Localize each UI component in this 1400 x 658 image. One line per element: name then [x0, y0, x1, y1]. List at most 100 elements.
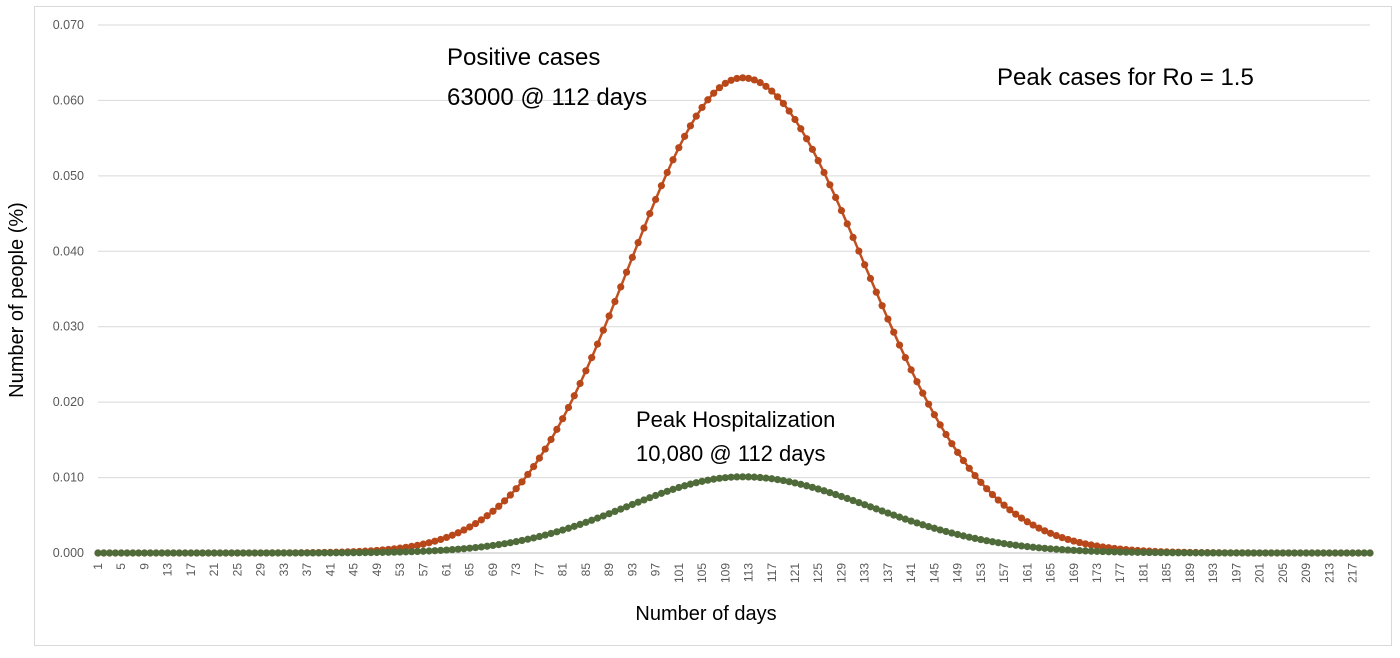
- data-point: [1064, 535, 1072, 544]
- data-point: [297, 549, 305, 557]
- data-point: [477, 516, 485, 524]
- data-point: [442, 546, 451, 554]
- data-point: [977, 478, 985, 486]
- data-point: [913, 519, 921, 527]
- data-point: [1023, 543, 1031, 551]
- data-point: [959, 532, 968, 540]
- data-point: [1261, 549, 1270, 557]
- data-point: [483, 542, 491, 550]
- series-layer: [94, 74, 1374, 557]
- data-point: [727, 473, 735, 481]
- data-point: [988, 538, 997, 546]
- data-point: [890, 511, 898, 519]
- data-point: [756, 79, 764, 87]
- y-tick-label: 0.020: [53, 395, 84, 409]
- data-point: [117, 549, 125, 557]
- data-point: [489, 541, 497, 550]
- data-point: [477, 543, 485, 551]
- x-tick-label: 37: [300, 563, 314, 577]
- data-point: [710, 475, 718, 483]
- data-point: [367, 548, 375, 557]
- data-point: [559, 526, 567, 534]
- data-point: [530, 462, 538, 471]
- data-point: [942, 430, 950, 439]
- data-point: [1134, 548, 1142, 556]
- data-point: [460, 545, 468, 553]
- data-point: [704, 476, 712, 484]
- data-point: [1023, 518, 1031, 526]
- data-point: [425, 539, 433, 547]
- x-tick-label: 65: [463, 563, 477, 577]
- data-point: [884, 509, 892, 517]
- data-point: [878, 507, 886, 515]
- data-point: [500, 497, 509, 505]
- data-point: [675, 483, 683, 492]
- annotation-positive-cases-line1: Positive cases: [447, 44, 600, 71]
- x-tick-labels: 1 5 9 13 17 21 25 29 33 37 41 45 49 53 57 61 65 69 73 77 81 8…: [91, 563, 1360, 583]
- data-point: [994, 539, 1002, 547]
- data-point: [1017, 514, 1026, 522]
- annotation-peak-hospitalization-line2: 10,080 @ 112 days: [636, 441, 826, 466]
- data-point: [454, 529, 462, 537]
- data-point: [983, 485, 991, 493]
- data-point: [553, 528, 561, 536]
- data-point: [779, 99, 787, 108]
- data-point: [262, 549, 271, 557]
- data-point: [675, 144, 683, 152]
- data-point: [837, 206, 846, 215]
- data-point: [158, 549, 166, 557]
- x-tick-label: 101: [672, 563, 686, 583]
- data-point: [1052, 545, 1060, 553]
- x-tick-label: 169: [1067, 563, 1081, 583]
- data-point: [599, 326, 607, 334]
- data-point: [977, 535, 985, 544]
- data-point: [1029, 543, 1037, 551]
- data-point: [251, 549, 259, 557]
- data-point: [936, 421, 944, 429]
- data-point: [808, 483, 817, 491]
- x-tick-label: 29: [254, 563, 268, 577]
- data-point: [622, 268, 631, 276]
- data-point: [187, 549, 195, 557]
- data-point: [1052, 531, 1060, 540]
- x-tick-label: 217: [1346, 563, 1360, 583]
- data-point: [622, 503, 631, 511]
- data-point: [1250, 549, 1258, 557]
- data-point: [204, 549, 212, 557]
- data-point: [739, 473, 747, 481]
- data-point: [866, 503, 875, 511]
- data-point: [1017, 542, 1026, 550]
- y-tick-label: 0.050: [53, 169, 84, 183]
- data-point: [1041, 544, 1049, 552]
- data-point: [861, 501, 869, 509]
- x-tick-label: 49: [370, 563, 384, 577]
- data-point: [983, 537, 991, 545]
- data-point: [785, 107, 793, 115]
- data-point: [924, 522, 933, 531]
- data-point: [1000, 540, 1008, 548]
- data-point: [1285, 549, 1293, 557]
- data-point: [901, 515, 909, 523]
- data-point: [611, 297, 619, 306]
- data-point: [1174, 549, 1182, 557]
- data-point: [733, 74, 741, 83]
- x-tick-label: 125: [811, 563, 825, 583]
- data-point: [1203, 549, 1211, 557]
- data-point: [564, 524, 573, 532]
- data-point: [547, 435, 555, 444]
- x-tick-label: 25: [230, 563, 244, 577]
- x-tick-label: 157: [997, 563, 1011, 583]
- x-tick-label: 5: [114, 563, 128, 570]
- data-point: [1308, 549, 1316, 557]
- data-point: [779, 476, 787, 485]
- data-point: [750, 473, 758, 481]
- data-point: [919, 521, 927, 529]
- y-axis-title: Number of people (%): [6, 202, 28, 398]
- x-tick-label: 137: [881, 563, 895, 583]
- x-tick-label: 109: [718, 563, 732, 583]
- data-point: [286, 549, 294, 557]
- data-point: [1354, 549, 1362, 557]
- x-tick-label: 173: [1090, 563, 1104, 583]
- x-tick-label: 141: [904, 563, 918, 583]
